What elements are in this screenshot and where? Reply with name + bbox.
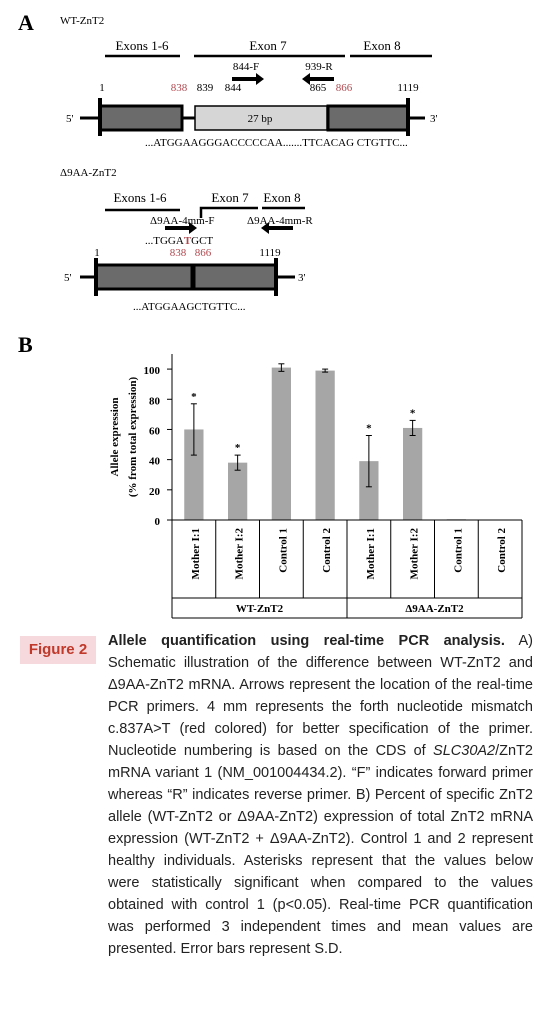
bar <box>315 370 335 520</box>
exon-label: Exons 1-6 <box>113 190 167 205</box>
primer-label: 939-R <box>305 61 333 73</box>
exon-label: Exon 7 <box>249 38 287 53</box>
x-tick-label: Control 1 <box>452 528 464 573</box>
position: 839 <box>197 82 214 94</box>
position: 1119 <box>397 82 419 94</box>
position: 866 <box>336 82 353 94</box>
caption: Allele quantification using real-time PC… <box>108 630 533 960</box>
y-tick-label: 0 <box>155 516 161 528</box>
x-tick-label: Control 2 <box>496 528 508 573</box>
position: 838 <box>171 82 188 94</box>
primer-label: Δ9AA-4mm-F <box>150 215 215 227</box>
significance-mark: * <box>410 407 416 419</box>
position: 838 <box>170 247 187 259</box>
figure: A WT-ZnT2 Exons 1-6 Exon 7 Exon 8 844-F … <box>18 10 523 619</box>
sequence-part: GCT <box>191 235 213 247</box>
bar <box>403 427 423 520</box>
sequence: ...ATGGAAGGGACCCCCAA.......TTCACAG CTGTT… <box>145 137 408 149</box>
construct-title: WT-ZnT2 <box>60 15 104 27</box>
y-tick-label: 80 <box>149 395 161 407</box>
figure-label: Figure 2 <box>20 636 96 664</box>
significance-mark: * <box>235 442 241 454</box>
gene-name: SLC30A2 <box>433 743 496 759</box>
bar <box>228 462 248 520</box>
x-tick-label: Control 1 <box>277 528 289 573</box>
exon-label: Exon 8 <box>363 38 400 53</box>
bar <box>359 461 379 520</box>
x-tick-label: Control 2 <box>321 528 333 573</box>
chart: 0 20 40 60 80 100 Allele expression (% from tot… <box>109 354 523 619</box>
error-bar <box>278 363 285 372</box>
position: 1119 <box>259 247 281 259</box>
significance-mark: * <box>366 422 372 434</box>
x-tick-label: Mother I:2 <box>409 528 421 580</box>
x-tick-label: Mother I:1 <box>365 528 377 579</box>
position: 1 <box>99 82 105 94</box>
significance-mark: * <box>191 391 197 403</box>
error-bar <box>234 454 241 471</box>
y-tick-label: 40 <box>149 456 161 468</box>
mismatch: T <box>184 235 192 247</box>
position: 865 <box>310 82 327 94</box>
position: 1 <box>94 247 100 259</box>
sequence: ...ATGGAAGCTGTTC... <box>133 301 246 313</box>
group-label: WT-ZnT2 <box>236 603 284 615</box>
end-label: 3' <box>430 113 438 125</box>
primer-sequence: ...TGGATGCT <box>145 235 213 247</box>
y-tick-label: 20 <box>149 486 161 498</box>
error-bar <box>322 368 329 373</box>
group-label: Δ9AA-ZnT2 <box>405 603 464 615</box>
caption-text: A) Schematic illustration of the differe… <box>108 633 533 759</box>
end-label: 3' <box>298 272 306 284</box>
error-bar <box>190 403 197 456</box>
panel-label: A <box>18 10 34 35</box>
caption-text: /ZnT2 mRNA variant 1 (NM_001004434.2). “… <box>108 743 533 957</box>
panel-label: B <box>18 332 33 357</box>
end-label: 5' <box>66 113 74 125</box>
y-axis-label: Allele expression <box>109 398 121 477</box>
y-tick-label: 100 <box>144 365 161 377</box>
end-label: 5' <box>64 272 72 284</box>
y-tick-label: 60 <box>149 425 161 437</box>
exon-label: Exons 1-6 <box>115 38 169 53</box>
primer-label: Δ9AA-4mm-R <box>247 215 313 227</box>
exon-label: Exon 8 <box>263 190 300 205</box>
exon-label: Exon 7 <box>211 190 249 205</box>
sequence-part: ...TGGA <box>145 235 184 247</box>
box-label: 27 bp <box>248 113 273 125</box>
bar <box>271 367 291 520</box>
bar <box>184 429 204 520</box>
construct-title: Δ9AA-ZnT2 <box>60 167 117 179</box>
panel-a: A WT-ZnT2 Exons 1-6 Exon 7 Exon 8 844-F … <box>18 10 438 313</box>
position: 844 <box>225 82 242 94</box>
caption-title: Allele quantification using real-time PC… <box>108 633 505 649</box>
x-tick-label: Mother I:1 <box>190 528 202 579</box>
y-axis-label: (% from total expression) <box>127 377 139 498</box>
position: 866 <box>195 247 212 259</box>
x-tick-label: Mother I:2 <box>234 528 246 580</box>
error-bar <box>409 419 416 436</box>
error-bar <box>365 434 372 488</box>
primer-label: 844-F <box>233 61 259 73</box>
